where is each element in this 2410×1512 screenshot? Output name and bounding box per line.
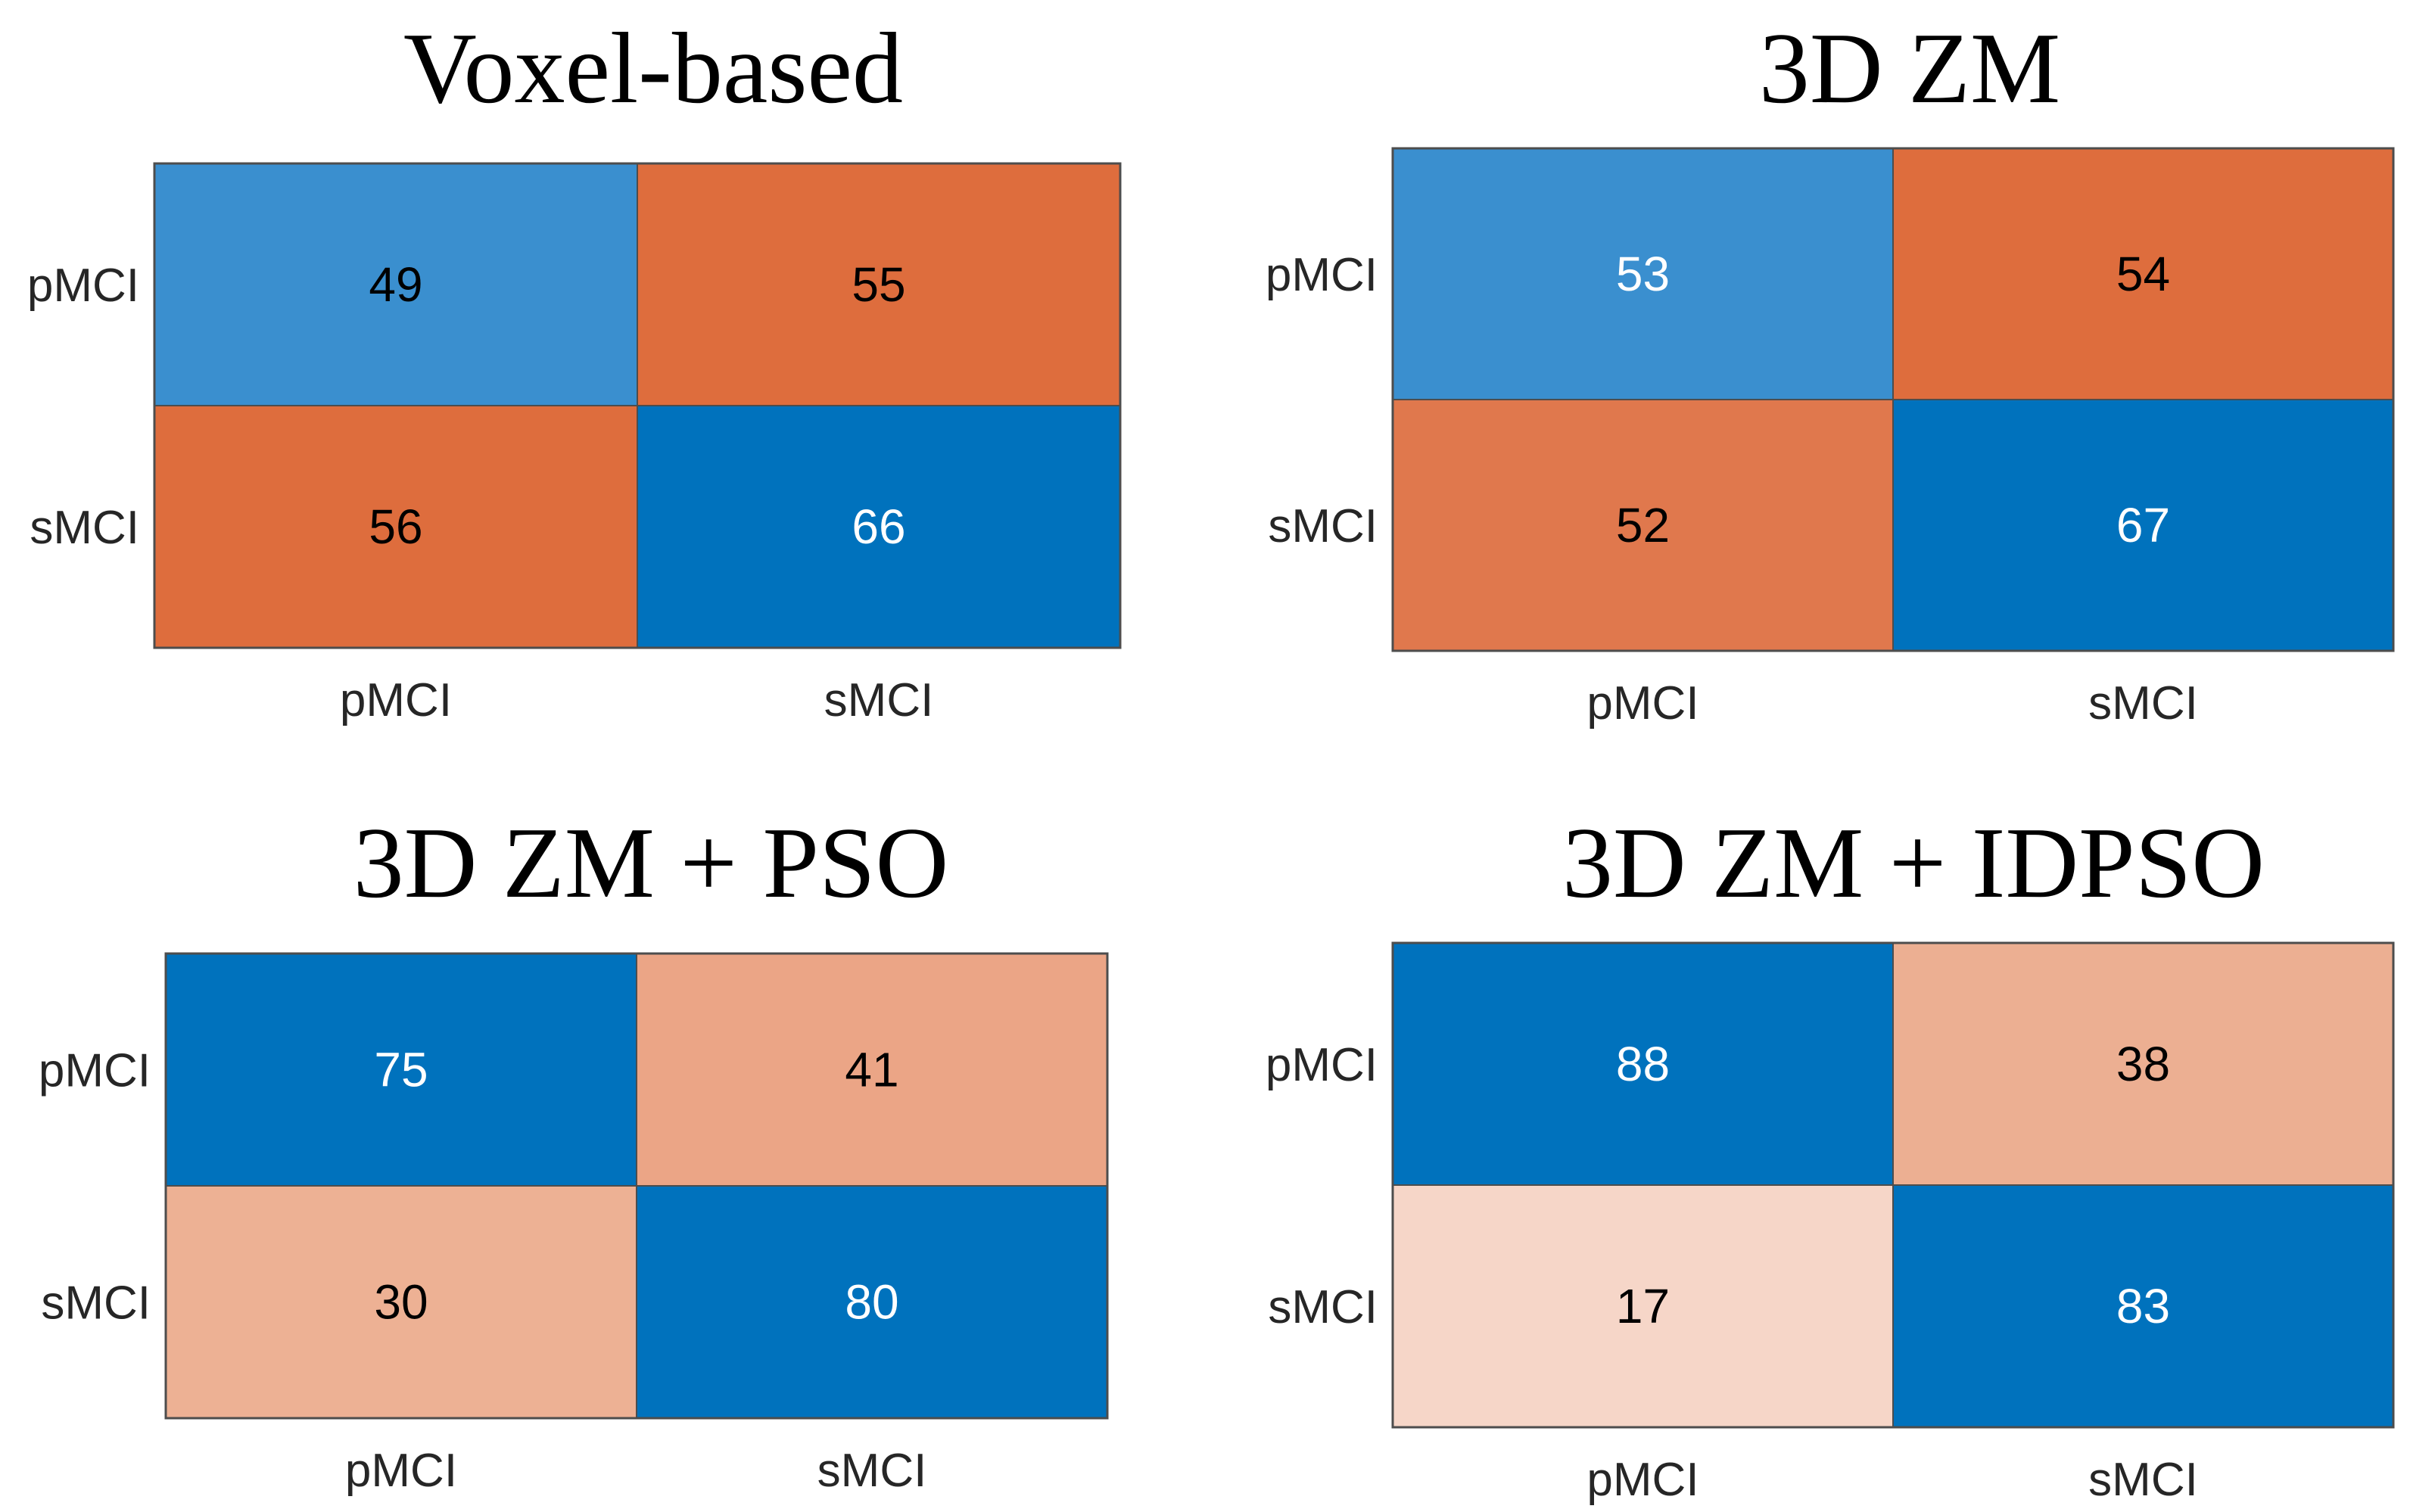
column-tick-label: sMCI: [817, 1445, 927, 1497]
cell-value-label: 56: [369, 499, 422, 554]
cell-value-label: 52: [1616, 498, 1670, 552]
row-tick-label: sMCI: [1268, 500, 1378, 552]
column-tick-label: sMCI: [2088, 1454, 2198, 1506]
row-tick-label: sMCI: [30, 502, 139, 554]
column-tick-label: pMCI: [1586, 1454, 1699, 1506]
matrix-frame: [153, 162, 1122, 649]
cell-value-label: 41: [845, 1043, 898, 1097]
chart-title: 3D ZM: [1759, 12, 2060, 124]
row-tick-label: pMCI: [1266, 249, 1378, 301]
cell-value-label: 53: [1616, 247, 1670, 301]
matrix-frame: [1391, 147, 2395, 652]
column-tick-label: sMCI: [2088, 677, 2198, 730]
column-tick-label: pMCI: [345, 1445, 457, 1497]
cell-value-label: 49: [369, 257, 422, 312]
confusion-matrix-panel-2: 3D ZM 53 54 52 67 pMCI sMCI pMCI sMCI: [1266, 12, 2395, 730]
matrix-cell: [165, 953, 637, 1187]
cell-value-label: 66: [852, 499, 905, 554]
cell-value-label: 30: [374, 1275, 428, 1330]
row-tick-label: pMCI: [1266, 1039, 1378, 1091]
cell-value-label: 75: [374, 1043, 428, 1097]
matrix-cell: [154, 163, 638, 406]
matrix-frame: [1391, 941, 2395, 1429]
matrix-frame: [164, 952, 1109, 1420]
matrix-cell: [637, 163, 1121, 406]
confusion-matrix-panel-3: 3D ZM + PSO 75 41 30 80 pMCI sMCI pMCI sMCI: [39, 807, 1109, 1497]
row-tick-label: pMCI: [27, 260, 139, 312]
cell-value-label: 55: [852, 257, 905, 312]
chart-title: 3D ZM + IDPSO: [1562, 807, 2265, 919]
cell-value-label: 54: [2116, 247, 2170, 301]
matrix-cell: [636, 1185, 1108, 1419]
row-tick-label: sMCI: [41, 1277, 151, 1330]
column-tick-label: pMCI: [1586, 677, 1699, 730]
matrix-cell: [1892, 942, 2394, 1186]
cell-value-label: 17: [1616, 1279, 1670, 1333]
row-tick-label: sMCI: [1268, 1281, 1378, 1333]
cell-value-label: 83: [2116, 1279, 2170, 1333]
matrix-cell: [636, 953, 1108, 1187]
row-tick-label: pMCI: [39, 1045, 151, 1097]
chart-title: 3D ZM + PSO: [353, 807, 949, 919]
cell-value-label: 80: [845, 1275, 898, 1330]
column-tick-label: sMCI: [824, 674, 934, 726]
matrix-cell: [1392, 399, 1894, 652]
matrix-cell: [154, 405, 638, 649]
cell-value-label: 38: [2116, 1037, 2170, 1091]
matrix-cell: [1892, 148, 2394, 400]
confusion-matrix-panel-1: Voxel-based 49 55 56 66 pMCI sMCI pMCI sMCI: [27, 12, 1122, 726]
cell-value-label: 67: [2116, 498, 2170, 552]
matrix-cell: [637, 405, 1121, 649]
chart-title: Voxel-based: [403, 12, 903, 124]
matrix-cell: [165, 1185, 637, 1419]
column-tick-label: pMCI: [340, 674, 452, 726]
confusion-matrix-panel-4: 3D ZM + IDPSO 88 38 17 83 pMCI sMCI pMCI sMCI: [1266, 807, 2395, 1506]
cell-value-label: 88: [1616, 1037, 1670, 1091]
matrix-cell: [1892, 399, 2394, 652]
matrix-cell: [1892, 1184, 2394, 1428]
